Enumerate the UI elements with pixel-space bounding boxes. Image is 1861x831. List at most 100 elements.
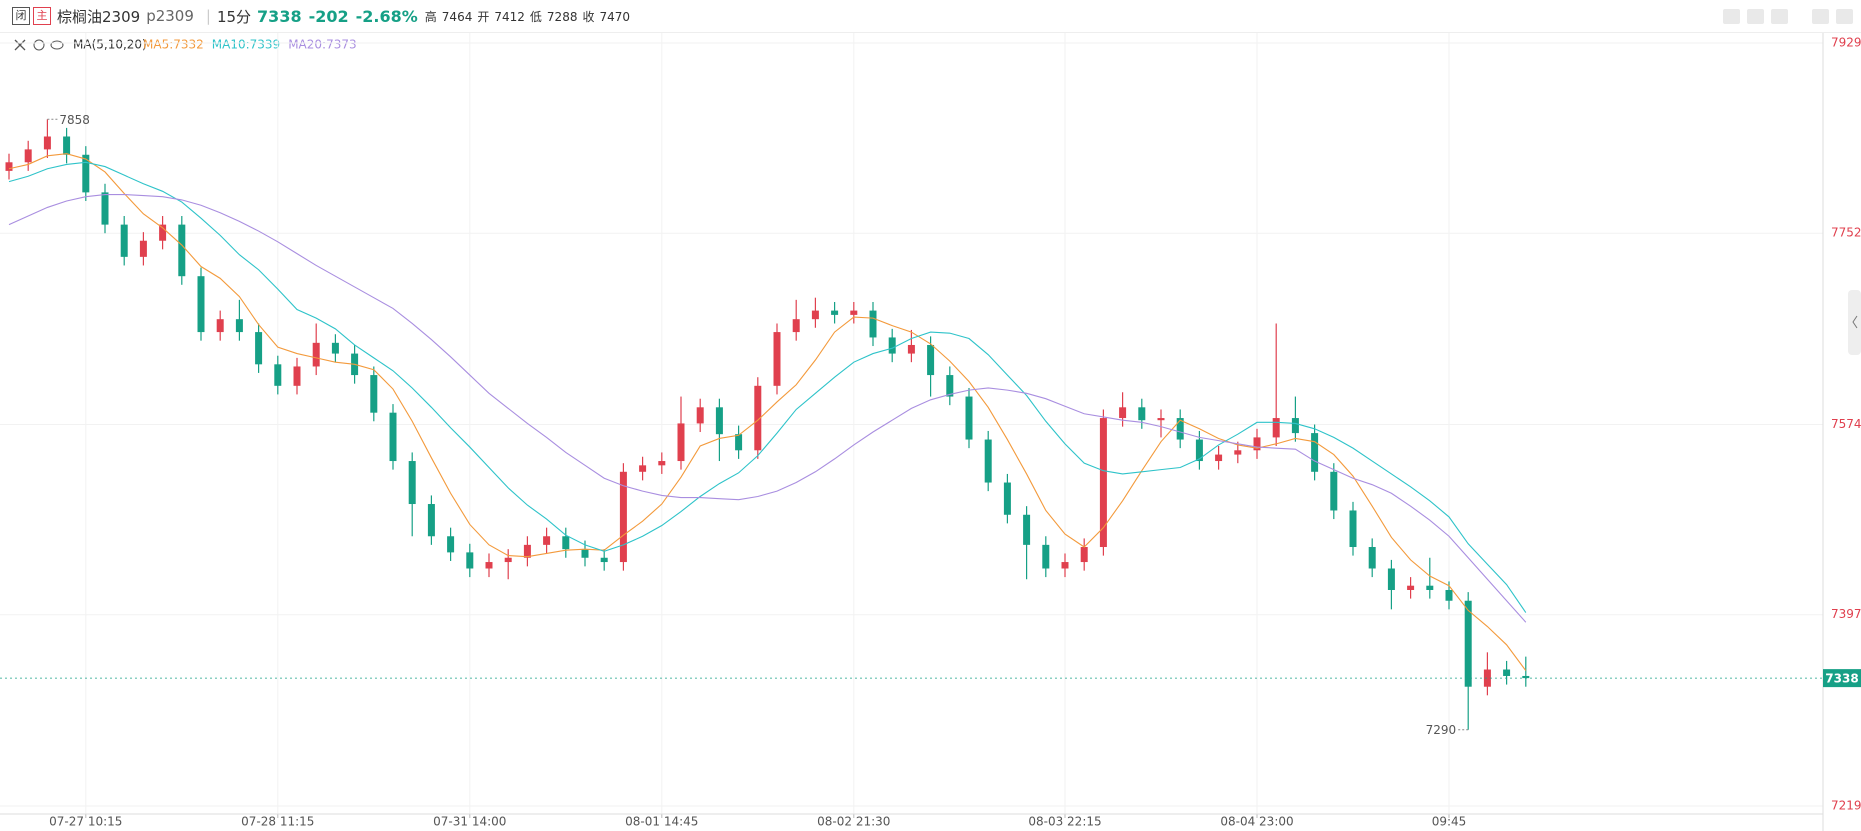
x-tick-label: 07-31 14:00 bbox=[433, 815, 506, 829]
toolbar-icons bbox=[1723, 9, 1853, 24]
candle-body bbox=[792, 319, 800, 333]
ma-line bbox=[8, 193, 1527, 623]
candle-body bbox=[447, 536, 455, 553]
x-tick-label: 07-27 10:15 bbox=[49, 815, 122, 829]
y-tick-label: 7219 bbox=[1831, 799, 1861, 813]
candle-body bbox=[1291, 418, 1299, 434]
candle-body bbox=[1061, 562, 1069, 569]
candle-body bbox=[197, 276, 205, 333]
candle-body bbox=[1349, 510, 1357, 548]
candle-body bbox=[504, 557, 512, 563]
eye-icon[interactable] bbox=[50, 40, 64, 50]
candle-body bbox=[773, 332, 781, 386]
candle-body bbox=[24, 149, 32, 163]
stats: 高 7464 开 7412 低 7288 收 7470 bbox=[425, 7, 635, 25]
candle-body bbox=[927, 344, 935, 376]
settings-icon[interactable] bbox=[33, 39, 45, 51]
candle-body bbox=[1042, 544, 1050, 569]
stat-value: 7288 bbox=[546, 10, 578, 24]
y-tick-label: 7574 bbox=[1831, 417, 1861, 431]
candle-body bbox=[389, 412, 397, 462]
candle-body bbox=[523, 544, 531, 558]
candle-body bbox=[639, 465, 647, 472]
legend-entry: MA5:7332 bbox=[143, 38, 204, 52]
candle-body bbox=[1464, 600, 1472, 687]
candle-body bbox=[427, 504, 435, 537]
badge[interactable]: 主 bbox=[33, 7, 51, 25]
x-tick-label: 08-02 21:30 bbox=[817, 815, 890, 829]
candle-body bbox=[1080, 547, 1088, 563]
ma-line bbox=[8, 153, 1527, 671]
x-tick-label: 08-03 22:15 bbox=[1028, 815, 1101, 829]
separator: | bbox=[205, 7, 211, 25]
candle-body bbox=[1426, 585, 1434, 590]
candle-body bbox=[1330, 471, 1338, 511]
candle-body bbox=[1387, 568, 1395, 590]
icon[interactable] bbox=[1747, 9, 1764, 24]
close-icon[interactable] bbox=[14, 39, 26, 51]
candle-body bbox=[1234, 450, 1242, 455]
candle-body bbox=[466, 552, 474, 569]
candle-body bbox=[1138, 407, 1146, 421]
candle-body bbox=[869, 310, 877, 338]
candle-body bbox=[120, 224, 128, 257]
candle-body bbox=[235, 319, 243, 333]
candle-body bbox=[850, 310, 858, 315]
candle-body bbox=[754, 385, 762, 451]
candle-body bbox=[216, 319, 224, 333]
x-tick-label: 09:45 bbox=[1432, 815, 1467, 829]
candle-body bbox=[139, 240, 147, 257]
last-price-tag bbox=[1823, 669, 1861, 688]
stat-label: 低 bbox=[529, 10, 542, 24]
candle-body bbox=[1099, 418, 1107, 548]
y-tick-label: 7752 bbox=[1831, 226, 1861, 240]
icon[interactable] bbox=[1723, 9, 1740, 24]
candle-body bbox=[178, 224, 186, 277]
candle-body bbox=[159, 224, 167, 241]
x-tick-label: 08-04 23:00 bbox=[1220, 815, 1293, 829]
candle-body bbox=[5, 162, 13, 171]
candle-body bbox=[965, 396, 973, 440]
legend: MA(5,10,20) bbox=[14, 38, 147, 52]
x-tick-label: 08-01 14:45 bbox=[625, 815, 698, 829]
last-price-label: 7338 bbox=[1825, 672, 1858, 686]
high-annotation: 7858 bbox=[59, 113, 90, 127]
candle-body bbox=[1522, 675, 1530, 679]
icon[interactable] bbox=[1836, 9, 1853, 24]
candle-body bbox=[63, 136, 71, 155]
stat-label: 高 bbox=[424, 10, 437, 24]
candle-body bbox=[274, 364, 282, 386]
x-tick-label: 07-28 11:15 bbox=[241, 815, 314, 829]
candle-body bbox=[82, 154, 90, 193]
stat-value: 7464 bbox=[441, 10, 473, 24]
side-tab-arrow bbox=[1852, 315, 1858, 329]
legend-entry: MA20:7373 bbox=[288, 38, 356, 52]
legend-entry: MA10:7339 bbox=[212, 38, 280, 52]
badge[interactable]: 闭 bbox=[12, 7, 30, 25]
candle-body bbox=[1215, 454, 1223, 462]
candle-body bbox=[658, 461, 666, 466]
side-tab[interactable] bbox=[1848, 290, 1861, 355]
candle-body bbox=[1311, 433, 1319, 472]
icon[interactable] bbox=[1812, 9, 1829, 24]
period[interactable]: 15分 bbox=[216, 7, 252, 26]
icon[interactable] bbox=[1771, 9, 1788, 24]
candle-body bbox=[581, 549, 589, 558]
candle-body bbox=[562, 536, 570, 550]
symbol-name: 棕榈油2309 bbox=[57, 7, 141, 26]
change: -202 bbox=[308, 6, 349, 26]
candle-body bbox=[43, 136, 51, 150]
symbol-code[interactable]: p2309 bbox=[146, 7, 194, 25]
candle-body bbox=[485, 562, 493, 569]
toolbar: 闭 主 棕榈油2309 p2309 | 15分 7338 -202 -2.68%… bbox=[0, 0, 1861, 33]
low-annotation: 7290 bbox=[1426, 723, 1457, 737]
stat-label: 收 bbox=[582, 10, 595, 24]
ma-line bbox=[8, 161, 1527, 613]
candle-body bbox=[984, 439, 992, 483]
candle-body bbox=[1483, 669, 1491, 687]
candle-body bbox=[293, 366, 301, 386]
candle-body bbox=[1368, 547, 1376, 569]
candle-body bbox=[715, 407, 723, 435]
